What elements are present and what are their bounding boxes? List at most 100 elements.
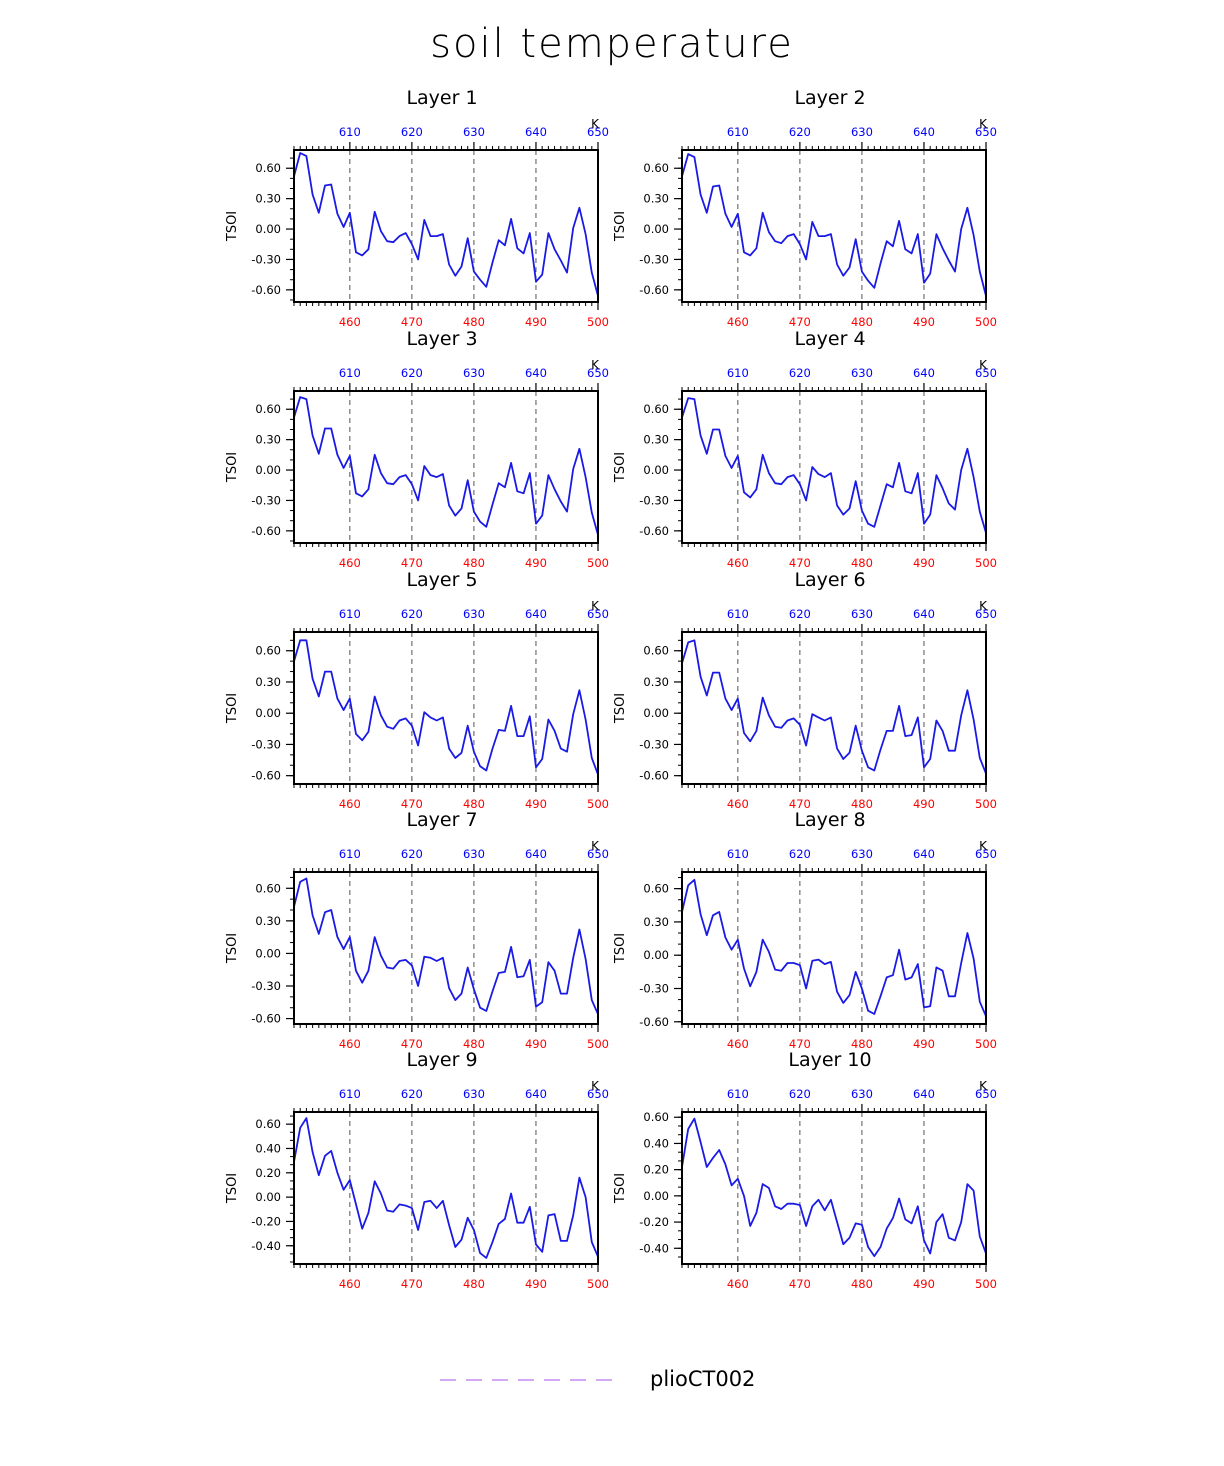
series-line: [293, 152, 599, 297]
x-tick-label: 480: [851, 1277, 873, 1291]
x-top-tick-label: 610: [339, 366, 361, 380]
y-tick-label: -0.30: [251, 737, 281, 751]
y-axis-label: TSOI: [225, 933, 240, 964]
x-tick-label: 480: [463, 797, 485, 811]
x-tick-label: 500: [975, 797, 997, 811]
y-axis-label: TSOI: [613, 211, 628, 242]
x-top-tick-label: 650: [975, 1087, 997, 1101]
x-tick-label: 490: [525, 556, 547, 570]
x-top-tick-label: 640: [525, 1087, 547, 1101]
y-tick-label: -0.40: [639, 1241, 669, 1255]
x-top-tick-label: 620: [401, 1087, 423, 1101]
x-tick-label: 470: [789, 797, 811, 811]
top-axis-unit: K: [979, 599, 988, 613]
y-tick-label: -0.30: [639, 981, 669, 995]
x-top-tick-label: 610: [339, 607, 361, 621]
y-tick-label: 0.60: [255, 402, 281, 416]
y-tick-label: 0.30: [643, 675, 669, 689]
x-top-tick-label: 650: [975, 366, 997, 380]
figure-title: soil temperature: [430, 21, 794, 67]
series-line: [293, 396, 599, 536]
x-tick-label: 480: [463, 1277, 485, 1291]
series-line: [293, 639, 599, 775]
x-top-tick-label: 610: [339, 1087, 361, 1101]
x-top-tick-label: 630: [851, 607, 873, 621]
series-line: [293, 1117, 599, 1259]
x-tick-label: 490: [525, 315, 547, 329]
y-tick-label: -0.30: [251, 493, 281, 507]
x-tick-label: 480: [851, 797, 873, 811]
series-line: [293, 877, 599, 1015]
x-top-tick-label: 640: [913, 366, 935, 380]
y-tick-label: -0.60: [251, 1012, 281, 1026]
x-top-tick-label: 620: [789, 125, 811, 139]
y-tick-label: -0.60: [251, 524, 281, 538]
y-tick-label: -0.60: [639, 769, 669, 783]
x-top-tick-label: 620: [789, 366, 811, 380]
y-tick-label: 0.60: [643, 1110, 669, 1124]
x-tick-label: 500: [975, 556, 997, 570]
x-top-tick-label: 630: [851, 1087, 873, 1101]
x-tick-label: 470: [789, 1277, 811, 1291]
y-tick-label: 0.60: [255, 881, 281, 895]
y-tick-label: 0.30: [255, 675, 281, 689]
series-line: [681, 397, 987, 534]
y-tick-label: 0.60: [255, 644, 281, 658]
y-tick-label: 0.40: [643, 1136, 669, 1150]
y-tick-label: 0.40: [255, 1141, 281, 1155]
x-tick-label: 470: [401, 315, 423, 329]
x-tick-label: 490: [913, 1037, 935, 1051]
y-tick-label: 0.00: [255, 222, 281, 236]
series-line: [681, 878, 987, 1017]
x-tick-label: 480: [851, 1037, 873, 1051]
series-line: [681, 1117, 987, 1257]
x-top-tick-label: 640: [913, 607, 935, 621]
x-top-tick-label: 640: [913, 125, 935, 139]
plot-frame: [681, 1111, 987, 1265]
x-tick-label: 460: [339, 1037, 361, 1051]
series-line: [681, 639, 987, 774]
y-tick-label: 0.00: [643, 222, 669, 236]
y-tick-label: 0.30: [255, 192, 281, 206]
y-axis-label: TSOI: [613, 693, 628, 724]
plot-frame: [293, 631, 599, 785]
x-tick-label: 460: [339, 556, 361, 570]
x-top-tick-label: 620: [401, 366, 423, 380]
x-tick-label: 460: [727, 1037, 749, 1051]
x-top-tick-label: 630: [463, 607, 485, 621]
x-tick-label: 490: [525, 1277, 547, 1291]
panel-title: Layer 1: [406, 87, 477, 109]
x-tick-label: 500: [587, 1277, 609, 1291]
y-tick-label: 0.60: [255, 1117, 281, 1131]
y-tick-label: 0.00: [643, 706, 669, 720]
plot-frame: [681, 631, 987, 785]
panel-title: Layer 10: [788, 1049, 871, 1071]
y-tick-label: -0.40: [251, 1239, 281, 1253]
panel-title: Layer 9: [406, 1049, 477, 1071]
x-top-tick-label: 620: [789, 607, 811, 621]
x-tick-label: 480: [463, 556, 485, 570]
y-tick-label: 0.30: [643, 192, 669, 206]
plot-frame: [293, 1111, 599, 1265]
y-tick-label: -0.60: [639, 1015, 669, 1029]
x-top-tick-label: 610: [339, 847, 361, 861]
x-top-tick-label: 610: [339, 125, 361, 139]
x-top-tick-label: 610: [727, 607, 749, 621]
y-tick-label: 0.00: [255, 946, 281, 960]
y-tick-label: 0.00: [643, 948, 669, 962]
x-top-tick-label: 650: [587, 366, 609, 380]
y-tick-label: -0.60: [251, 283, 281, 297]
x-top-tick-label: 650: [587, 607, 609, 621]
x-tick-label: 470: [401, 797, 423, 811]
x-top-tick-label: 620: [401, 607, 423, 621]
x-tick-label: 500: [975, 315, 997, 329]
y-tick-label: 0.20: [255, 1166, 281, 1180]
x-tick-label: 460: [727, 556, 749, 570]
y-tick-label: 0.30: [643, 433, 669, 447]
x-top-tick-label: 630: [851, 366, 873, 380]
x-top-tick-label: 630: [463, 366, 485, 380]
x-top-tick-label: 640: [913, 847, 935, 861]
